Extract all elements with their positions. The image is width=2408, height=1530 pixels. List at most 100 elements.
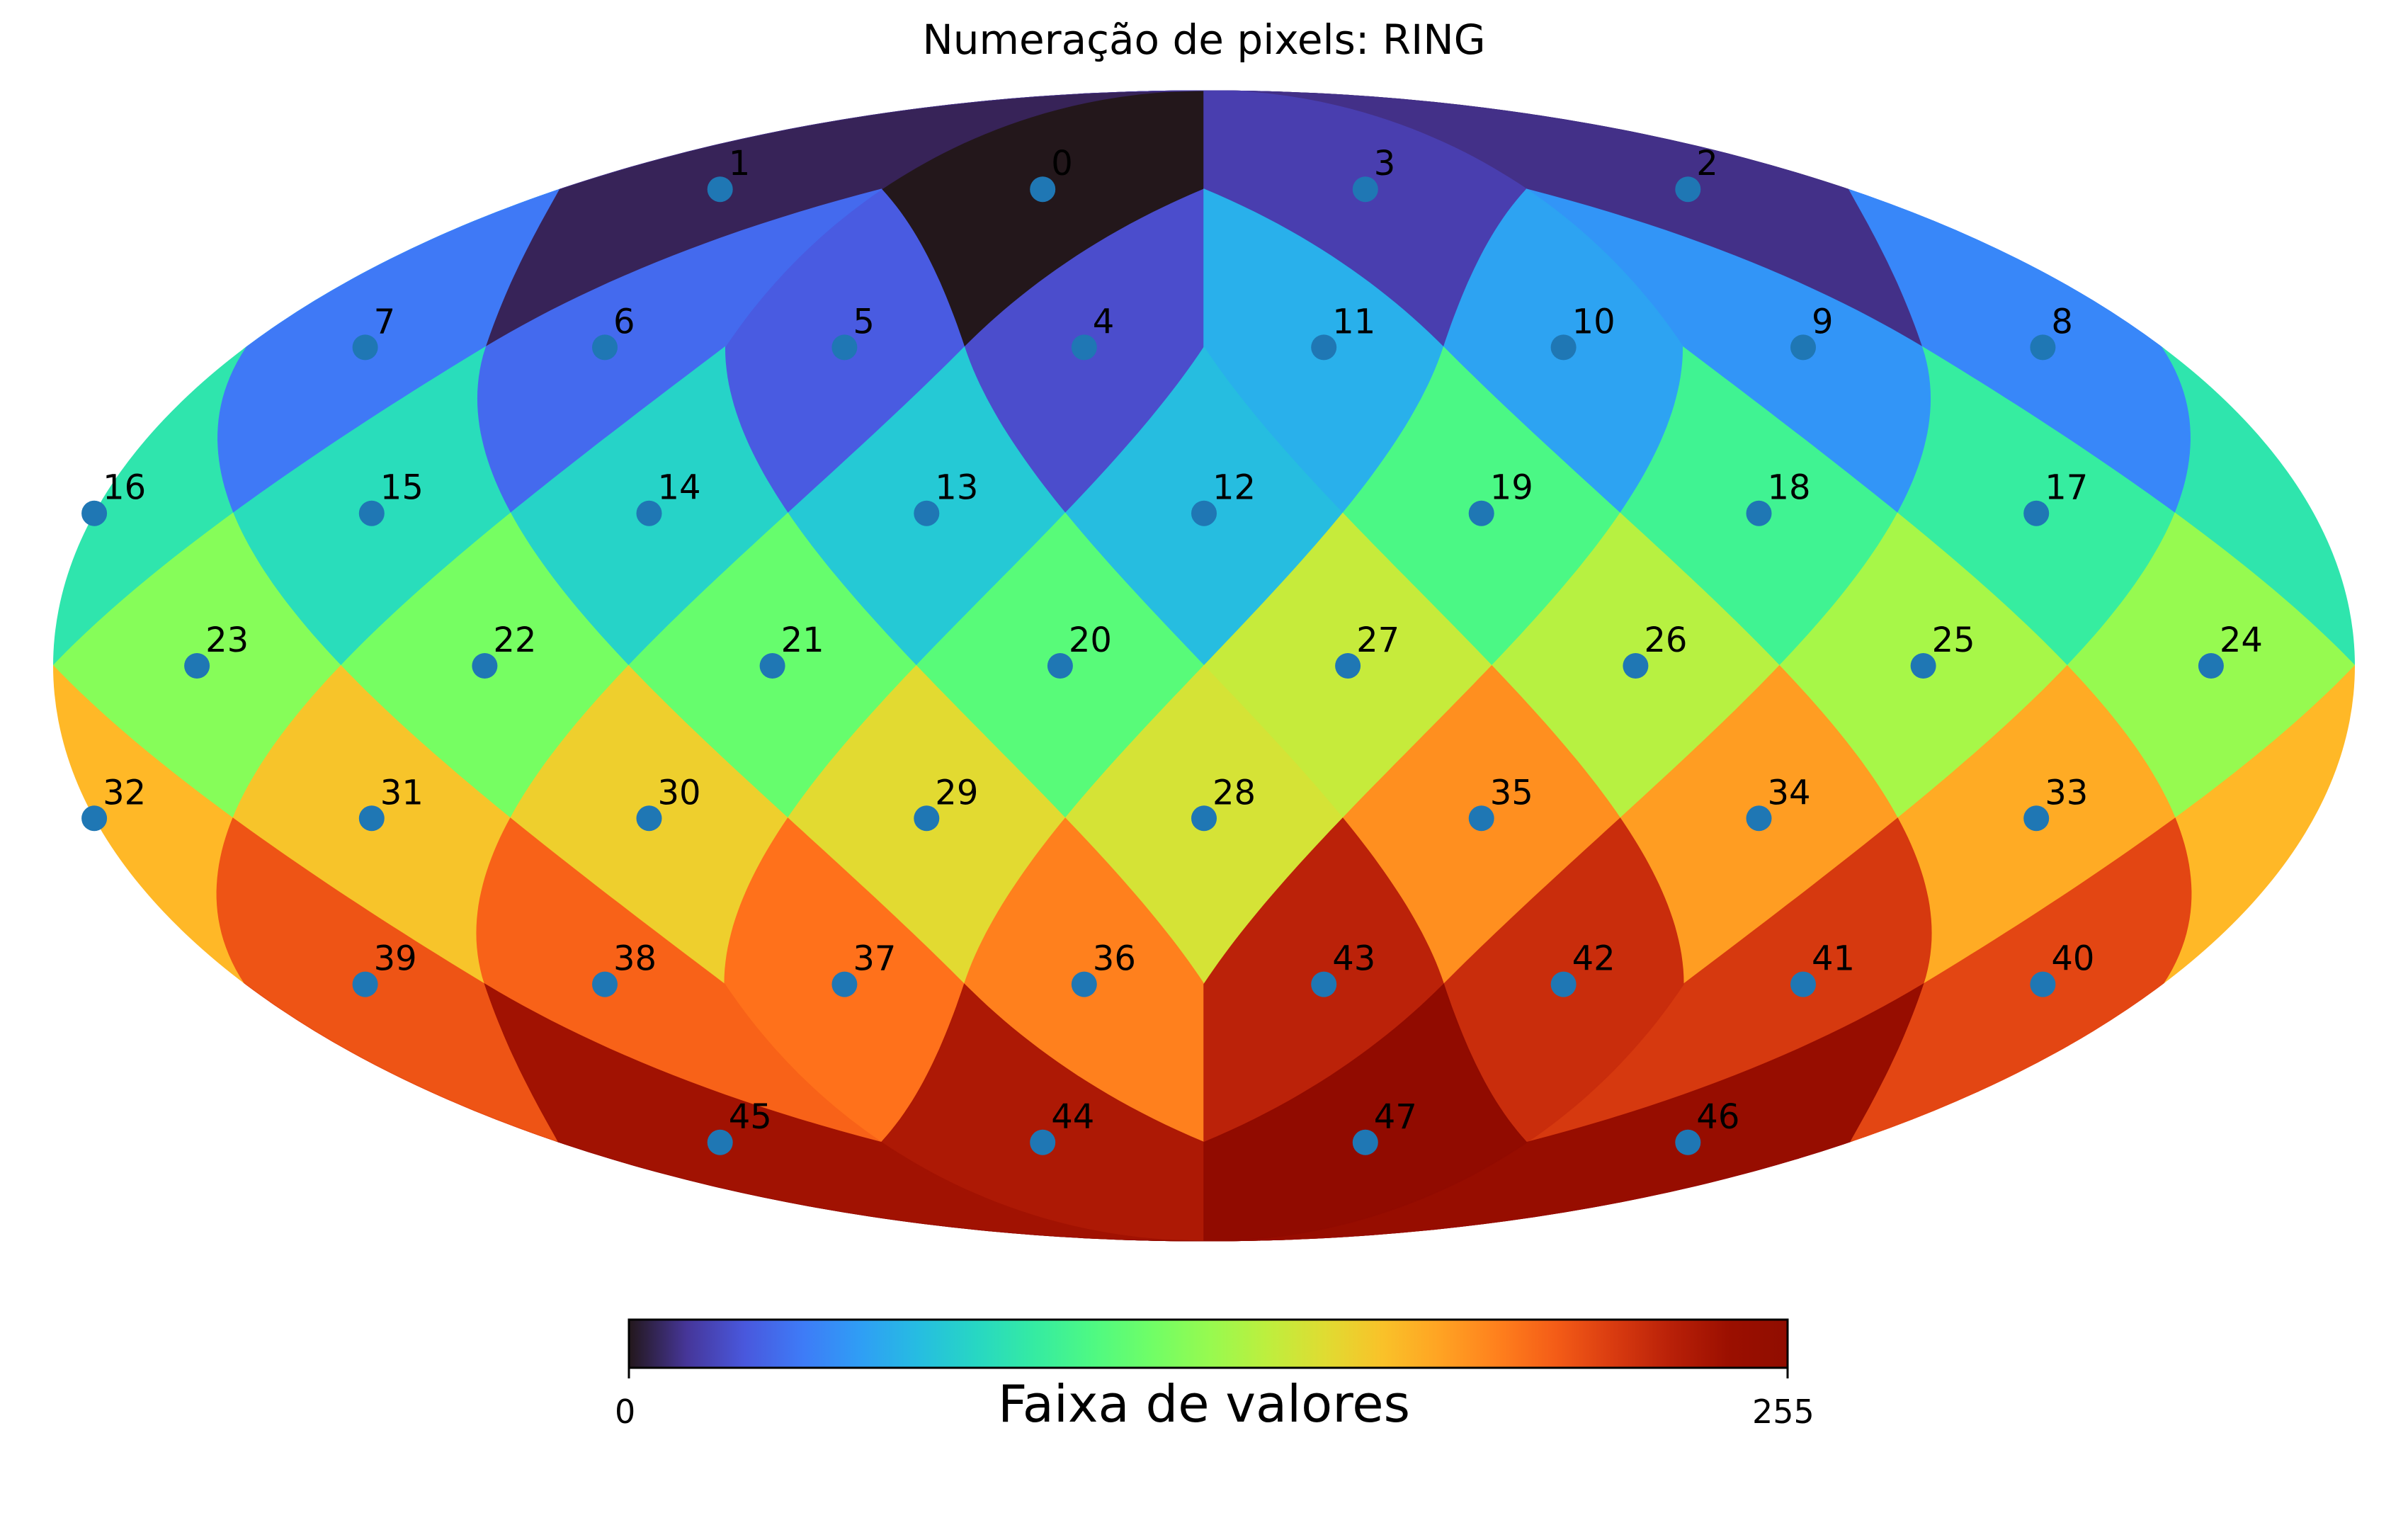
pixel-label-12: 12 [1212,468,1256,508]
pixel-marker-43 [1311,971,1337,997]
colorbar-gradient [627,1318,1789,1369]
pixel-marker-14 [636,500,662,526]
pixel-marker-11 [1311,334,1337,361]
pixel-marker-9 [1790,334,1816,361]
pixel-marker-15 [358,500,385,526]
pixel-label-16: 16 [103,468,146,508]
pixel-label-26: 26 [1644,620,1687,660]
pixel-marker-0 [1030,176,1056,203]
colorbar-label: Faixa de valores [997,1374,1411,1434]
pixel-marker-35 [1468,805,1494,832]
pixel-label-28: 28 [1212,773,1256,812]
pixel-label-22: 22 [493,620,536,660]
pixel-label-9: 9 [1812,302,1834,341]
pixel-label-4: 4 [1093,302,1115,341]
pixel-label-47: 47 [1374,1097,1417,1137]
healpix-cell-46 [1203,982,1924,1242]
pixel-label-11: 11 [1332,302,1375,341]
pixel-marker-46 [1675,1129,1701,1155]
pixel-label-39: 39 [374,939,417,979]
pixel-marker-31 [358,805,385,832]
pixel-label-20: 20 [1069,620,1112,660]
pixel-label-25: 25 [1932,620,1975,660]
pixel-label-44: 44 [1051,1097,1094,1137]
pixel-marker-2 [1675,176,1701,203]
pixel-marker-29 [914,805,940,832]
pixel-label-19: 19 [1490,468,1533,508]
pixel-label-27: 27 [1356,620,1399,660]
pixel-label-13: 13 [935,468,978,508]
pixel-marker-10 [1550,334,1577,361]
pixel-label-23: 23 [205,620,249,660]
pixel-label-10: 10 [1572,302,1615,341]
healpix-cell-47 [1203,983,1528,1242]
pixel-marker-41 [1790,971,1816,997]
pixel-marker-19 [1468,500,1494,526]
pixel-label-5: 5 [853,302,875,341]
pixel-label-33: 33 [2045,773,2088,812]
pixel-marker-3 [1352,176,1378,203]
pixel-marker-26 [1623,653,1649,679]
pixel-label-2: 2 [1696,144,1718,183]
pixel-label-0: 0 [1051,144,1073,183]
colorbar-max-label: 255 [1752,1393,1814,1431]
pixel-label-30: 30 [658,773,701,812]
pixel-marker-25 [1910,653,1936,679]
pixel-marker-7 [352,334,378,361]
chart-title: Numeração de pixels: RING [922,16,1486,64]
healpix-cell-44 [880,983,1205,1242]
pixel-label-45: 45 [729,1097,772,1137]
pixel-marker-36 [1071,971,1097,997]
pixel-label-35: 35 [1490,773,1533,812]
pixel-marker-28 [1191,805,1217,832]
pixel-label-8: 8 [2051,302,2073,341]
pixel-marker-44 [1030,1129,1056,1155]
pixel-label-41: 41 [1812,939,1855,979]
pixel-marker-23 [184,653,210,679]
pixel-label-31: 31 [380,773,424,812]
pixel-marker-20 [1047,653,1073,679]
pixel-label-21: 21 [781,620,824,660]
pixel-marker-33 [2023,805,2050,832]
pixel-label-6: 6 [613,302,635,341]
pixel-marker-22 [472,653,498,679]
colorbar-min-label: 0 [615,1393,636,1431]
healpix-cell-45 [484,982,1205,1242]
pixel-label-40: 40 [2051,939,2094,979]
pixel-label-43: 43 [1332,939,1375,979]
pixel-marker-40 [2030,971,2056,997]
pixel-marker-47 [1352,1129,1378,1155]
pixel-label-37: 37 [853,939,896,979]
pixel-marker-12 [1191,500,1217,526]
pixel-label-29: 29 [935,773,978,812]
pixel-marker-27 [1335,653,1361,679]
pixel-marker-8 [2030,334,2056,361]
pixel-label-17: 17 [2045,468,2088,508]
pixel-label-38: 38 [613,939,657,979]
pixel-label-32: 32 [103,773,146,812]
healpix-cell-16 [2161,346,2355,667]
pixel-marker-42 [1550,971,1577,997]
pixel-label-1: 1 [729,144,751,183]
pixel-marker-34 [1746,805,1772,832]
pixel-marker-18 [1746,500,1772,526]
pixel-marker-1 [707,176,733,203]
pixel-label-18: 18 [1768,468,1811,508]
pixel-marker-24 [2198,653,2224,679]
pixel-marker-4 [1071,334,1097,361]
pixel-markers [81,176,2224,1155]
pixel-label-34: 34 [1768,773,1811,812]
pixel-marker-5 [831,334,858,361]
pixel-label-46: 46 [1696,1097,1739,1137]
pixel-label-42: 42 [1572,939,1615,979]
pixel-label-15: 15 [380,468,424,508]
pixel-marker-38 [592,971,618,997]
pixel-label-14: 14 [658,468,701,508]
pixel-marker-39 [352,971,378,997]
pixel-marker-17 [2023,500,2050,526]
pixel-marker-45 [707,1129,733,1155]
pixel-label-24: 24 [2220,620,2263,660]
